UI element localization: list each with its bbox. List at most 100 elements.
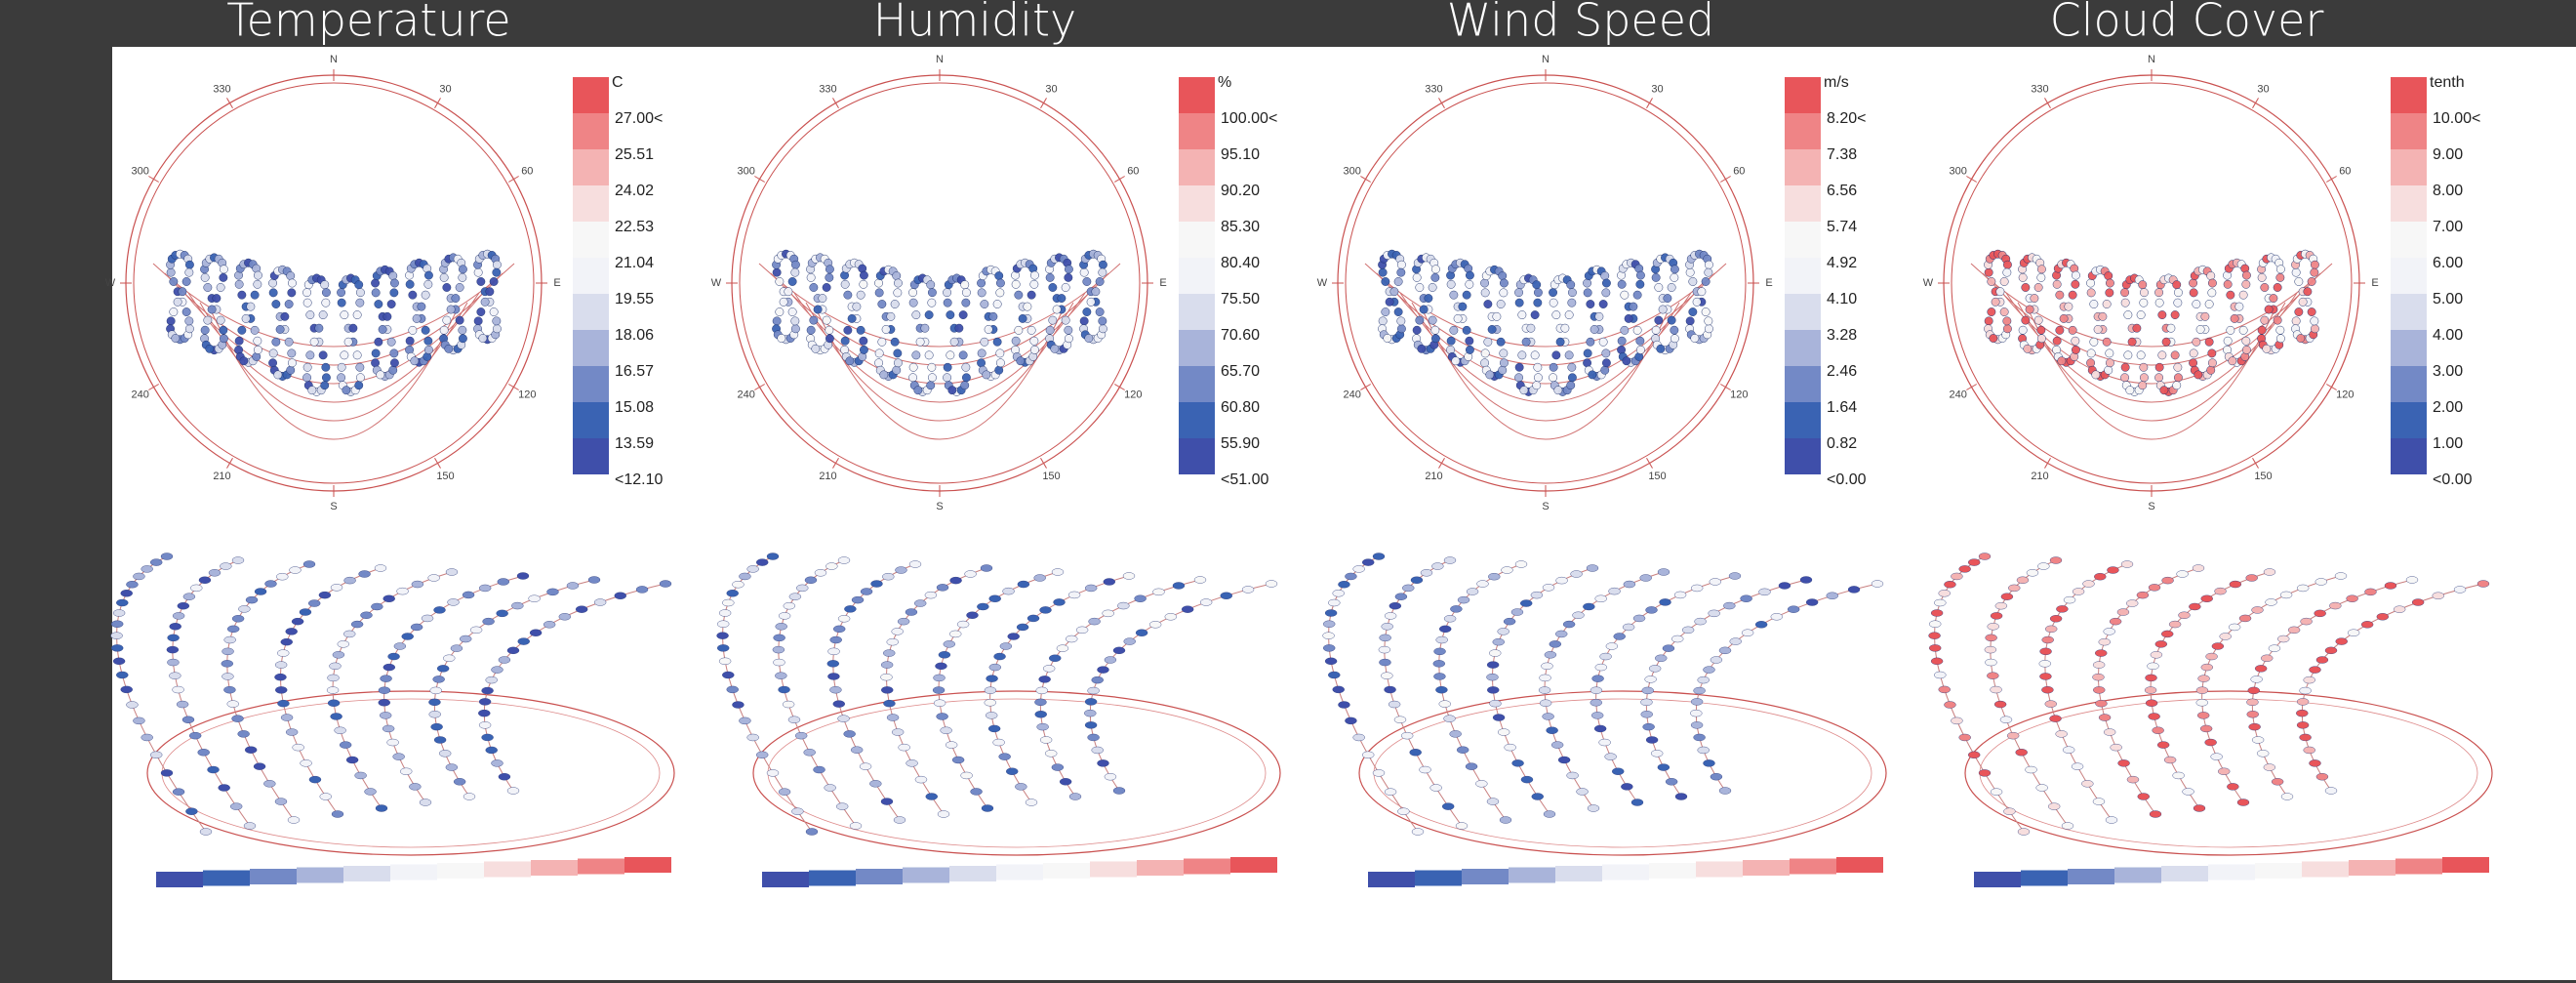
sun-point-3d [1432, 660, 1445, 668]
sun-point-3d [1084, 709, 1097, 717]
sun-point [927, 298, 937, 307]
sun-point [1564, 310, 1574, 320]
sun-point-3d [2303, 676, 2315, 684]
sun-point-3d [2228, 623, 2241, 632]
sun-point-3d [898, 743, 910, 752]
sun-point [2310, 260, 2319, 269]
sun-point-3d [1015, 783, 1027, 791]
sun-point-3d [1492, 714, 1506, 721]
sun-point-3d [2248, 722, 2261, 731]
sun-point-3d [2116, 608, 2130, 616]
legend-label: 3.00 [2433, 363, 2463, 380]
sun-point-3d [1630, 799, 1644, 806]
compass-label: 330 [819, 84, 836, 96]
sun-point [2102, 300, 2112, 308]
sun-point-3d [2061, 822, 2074, 830]
legend-bar-segment [2208, 864, 2255, 881]
sun-point [1064, 272, 1073, 282]
sun-point-3d [546, 588, 559, 596]
compass-label: 150 [436, 471, 454, 482]
sun-point-3d [2103, 628, 2115, 635]
sun-point [920, 323, 930, 333]
sun-point [980, 300, 989, 308]
compass-label: E [2371, 277, 2378, 289]
sun-point [1670, 334, 1679, 344]
sun-point [271, 337, 281, 347]
sun-point [476, 277, 486, 286]
sun-point [2036, 272, 2046, 282]
legend-label: 95.10 [1221, 146, 1260, 163]
sun-point-3d [343, 630, 356, 638]
sun-point [924, 310, 934, 320]
sun-point [340, 350, 349, 360]
legend-swatch [1785, 438, 1821, 474]
sun-point-3d [1594, 594, 1607, 602]
sun-point [994, 365, 1004, 375]
sun-point [1654, 283, 1664, 292]
sun-point [877, 300, 887, 308]
sun-point-3d [1067, 591, 1081, 599]
sun-point [423, 270, 433, 280]
sun-point-3d [1433, 647, 1446, 656]
sun-point-3d [1673, 591, 1687, 599]
sun-point [302, 373, 312, 383]
sun-point-3d [176, 700, 189, 709]
compass-tick [1646, 98, 1653, 108]
sun-point [2071, 270, 2080, 280]
sun-point [1533, 298, 1543, 307]
legend-label: 1.00 [2433, 435, 2463, 452]
sun-point-3d [2247, 686, 2260, 695]
sun-point-3d [1632, 614, 1646, 623]
sun-point-3d [1499, 816, 1512, 824]
legend-swatch [2391, 366, 2427, 402]
sun-point-3d [2303, 746, 2315, 755]
sun-point [1598, 300, 1608, 308]
sun-point-3d [832, 700, 845, 708]
sun-point-3d [497, 578, 510, 586]
sun-point [892, 271, 902, 280]
sun-point-3d [350, 620, 364, 629]
sun-point [2104, 271, 2113, 280]
sun-point-3d [1655, 654, 1668, 662]
sun-point [1396, 324, 1406, 334]
sun-point-3d [307, 599, 321, 607]
sun-point-3d [393, 642, 407, 650]
sun-point-3d [277, 649, 290, 657]
sun-point-3d [787, 716, 801, 723]
sun-point [2086, 278, 2096, 288]
sun-point-3d [110, 632, 123, 639]
sun-point [2226, 290, 2235, 300]
sun-point [790, 267, 800, 277]
sun-point [961, 298, 971, 307]
sun-point-3d [1799, 576, 1813, 584]
sun-point [2052, 279, 2062, 289]
compass-tick [832, 98, 839, 108]
sun-point-3d [285, 728, 299, 736]
horizon-ring [739, 82, 1141, 484]
sun-point [1586, 337, 1595, 347]
legend-label: 80.40 [1221, 255, 1260, 271]
sun-point [1590, 325, 1599, 334]
sun-point [958, 350, 968, 360]
sun-point-3d [2105, 816, 2118, 824]
legend-swatch [1179, 366, 1215, 402]
sun-point-3d [1729, 637, 1742, 645]
legend-bar-segment [2395, 858, 2442, 875]
sun-point-3d [1431, 562, 1444, 570]
sun-point-3d [932, 686, 946, 694]
sun-point-3d [291, 617, 304, 626]
sun-point [2002, 267, 2012, 277]
day-arc [758, 263, 1121, 348]
sun-point-3d [126, 701, 139, 709]
legend-label: 0.82 [1827, 435, 1857, 452]
sun-point-3d [2037, 562, 2050, 570]
sun-point-3d [2006, 731, 2020, 740]
sun-point-3d [791, 807, 804, 815]
sun-point [911, 310, 921, 320]
sun-point-3d [2148, 584, 2161, 592]
sun-point [1499, 348, 1509, 358]
sun-point-3d [827, 673, 840, 680]
sun-point [1079, 316, 1089, 326]
legend-bar-segment [1230, 857, 1277, 873]
